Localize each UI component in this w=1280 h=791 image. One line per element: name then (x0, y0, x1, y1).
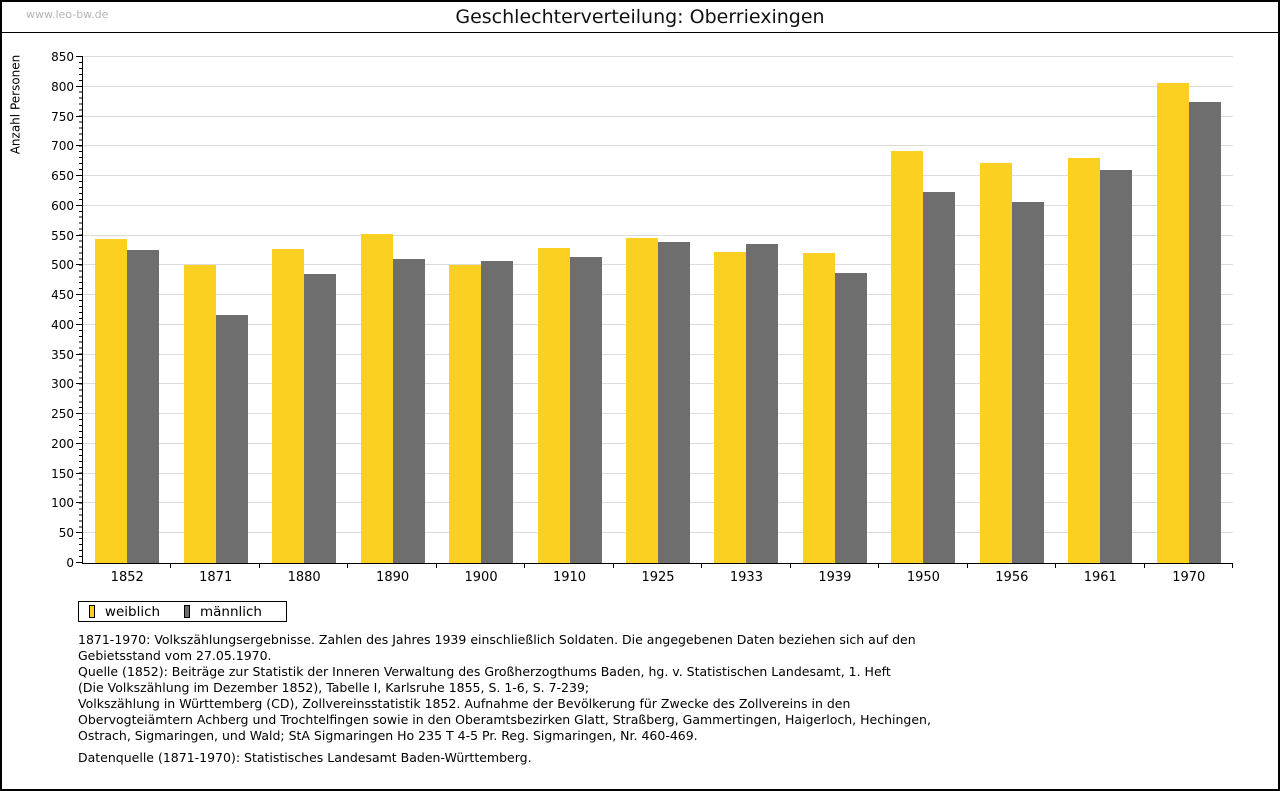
x-axis-tick (435, 563, 437, 568)
chart-title: Geschlechterverteilung: Oberriexingen (455, 6, 825, 28)
bar-weiblich-1939 (802, 252, 835, 563)
y-tick-label: 300 (51, 377, 74, 392)
bar-männlich-1961 (1100, 169, 1133, 563)
gridline (83, 115, 1233, 117)
bar-weiblich-1880 (272, 249, 305, 563)
y-tick-label: 850 (51, 50, 74, 64)
bar-weiblich-1890 (360, 233, 393, 563)
bar-weiblich-1950 (891, 151, 924, 563)
footer-line: Ostrach, Sigmaringen, und Wald; StA Sigm… (78, 728, 698, 743)
x-axis-tick (170, 563, 172, 568)
bar-männlich-1880 (304, 273, 337, 563)
bar-männlich-1910 (569, 257, 602, 563)
bar-männlich-1852 (127, 250, 160, 563)
footer-line: (Die Volkszählung im Dezember 1852), Tab… (78, 680, 590, 695)
gridline (83, 175, 1233, 177)
y-tick-label: 650 (51, 169, 74, 184)
footer-line: Obervogteiämtern Achberg und Trochtelfin… (78, 712, 931, 727)
x-tick-label: 1961 (1083, 570, 1117, 585)
x-tick-label: 1910 (552, 570, 587, 585)
x-tick-label: 1852 (110, 570, 144, 585)
x-axis-tick (1143, 563, 1145, 568)
x-axis-tick (612, 563, 614, 568)
bar-weiblich-1956 (979, 162, 1012, 563)
legend-swatch-männlich (184, 605, 190, 618)
bar-männlich-1871 (215, 314, 248, 563)
bar-weiblich-1961 (1068, 157, 1101, 563)
gridline (83, 85, 1233, 87)
footer-line: Volkszählung in Württemberg (CD), Zollve… (78, 696, 851, 711)
gridline (83, 204, 1233, 206)
y-tick-label: 350 (51, 347, 74, 362)
bar-männlich-1950 (923, 191, 956, 563)
y-tick-label: 450 (51, 288, 74, 303)
y-tick-label: 600 (51, 198, 74, 213)
x-axis-tick (258, 563, 260, 568)
bar-männlich-1939 (834, 273, 867, 563)
x-axis-tick (524, 563, 526, 568)
bar-männlich-1900 (481, 260, 514, 563)
y-tick-label: 50 (58, 526, 74, 541)
bar-weiblich-1871 (183, 265, 216, 563)
y-axis-minor-ticks (79, 57, 83, 563)
y-axis-tick (76, 56, 83, 57)
x-axis-tick (347, 563, 349, 568)
legend-swatch-weiblich (89, 605, 95, 618)
y-tick-label: 500 (51, 258, 74, 273)
x-tick-label: 1925 (641, 570, 675, 585)
legend-label-weiblich: weiblich (104, 603, 161, 620)
plot-area: 0 50 100 150 200 250 300 350 400 450 500 550 600 650 7… (51, 50, 1233, 585)
x-axis-tick (966, 563, 968, 568)
y-tick-label: 250 (51, 407, 74, 422)
y-tick-label: 700 (51, 139, 74, 154)
chart-header: www.leo-bw.de Geschlechterverteilung: Ob… (2, 2, 1278, 33)
bar-weiblich-1852 (95, 238, 128, 563)
y-tick-label: 800 (51, 79, 74, 94)
x-tick-label: 1880 (287, 570, 321, 585)
bar-männlich-1956 (1011, 201, 1044, 563)
x-axis-tick (701, 563, 703, 568)
gridline (83, 56, 1233, 57)
gridline (83, 234, 1233, 236)
x-axis-tick (1232, 563, 1233, 568)
bar-weiblich-1925 (626, 237, 658, 563)
watermark-text: www.leo-bw.de (26, 8, 109, 21)
y-tick-label: 400 (51, 317, 74, 332)
bar-männlich-1925 (658, 241, 690, 563)
x-tick-label: 1871 (199, 570, 233, 585)
x-tick-label: 1970 (1172, 570, 1206, 585)
footer-notes: 1871-1970: Volkszählungsergebnisse. Zahl… (78, 632, 1228, 766)
footer-line: Gebietsstand vom 27.05.1970. (78, 648, 272, 663)
y-tick-label: 150 (51, 466, 74, 481)
footer-line: 1871-1970: Volkszählungsergebnisse. Zahl… (78, 632, 916, 647)
bar-männlich-1933 (746, 243, 779, 563)
x-axis-tick (1055, 563, 1057, 568)
x-tick-label: 1950 (906, 570, 940, 585)
footer-line: Quelle (1852): Beiträge zur Statistik de… (78, 664, 891, 679)
bar-männlich-1890 (392, 259, 425, 563)
bar-weiblich-1910 (537, 247, 570, 563)
bar-weiblich-1900 (449, 265, 482, 563)
x-tick-label: 1956 (995, 570, 1029, 585)
y-tick-label: 750 (51, 109, 74, 124)
gridline (83, 145, 1233, 147)
x-axis-tick (789, 563, 791, 568)
x-axis-tick (878, 563, 880, 568)
y-axis-title: Anzahl Personen (8, 54, 23, 155)
x-tick-label: 1890 (376, 570, 410, 585)
bar-weiblich-1970 (1156, 82, 1189, 563)
y-tick-label: 550 (51, 228, 74, 243)
legend-label-männlich: männlich (199, 603, 262, 620)
y-tick-label: 0 (66, 556, 74, 570)
x-tick-label: 1900 (464, 570, 498, 585)
legend-box: weiblich männlich (78, 601, 287, 622)
footer-line: Datenquelle (1871-1970): Statistisches L… (78, 750, 532, 765)
y-tick-label: 100 (51, 496, 74, 511)
bar-männlich-1970 (1188, 102, 1221, 563)
y-tick-label: 200 (51, 436, 74, 451)
x-tick-label: 1939 (818, 570, 852, 585)
x-tick-label: 1933 (729, 570, 763, 585)
bar-weiblich-1933 (714, 251, 747, 563)
